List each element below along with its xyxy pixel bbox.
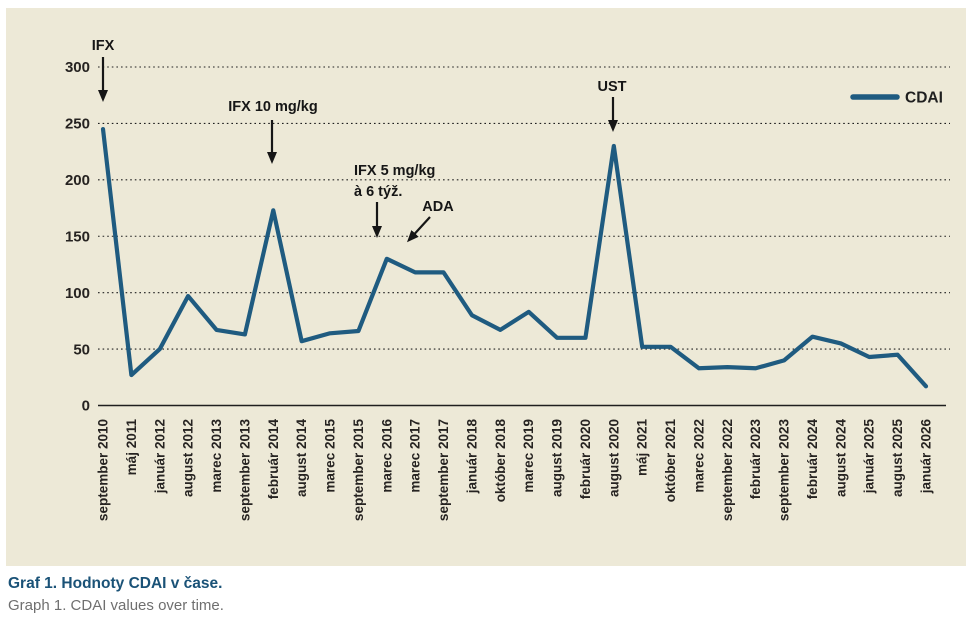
x-axis-label: máj 2021 xyxy=(635,419,650,477)
annotation-arrow xyxy=(406,216,431,243)
annotation-text: UST xyxy=(598,79,627,95)
x-axis-label: marec 2017 xyxy=(408,419,423,493)
x-axis-label: marec 2019 xyxy=(521,419,536,493)
x-axis-label: január 2025 xyxy=(862,419,877,495)
x-axis-label: september 2010 xyxy=(96,419,111,521)
x-axis-label: august 2025 xyxy=(890,419,905,498)
x-axis-label: august 2012 xyxy=(181,419,196,497)
x-axis-label: február 2014 xyxy=(266,419,281,500)
x-axis-label: august 2024 xyxy=(833,419,848,498)
annotation-text: IFX 10 mg/kg xyxy=(228,99,317,115)
axis-layer: 0 50 100 150 200 250 300 september 2010 máj 2011… xyxy=(65,59,946,521)
legend: CDAI xyxy=(850,90,943,107)
cdai-series-line xyxy=(100,126,929,389)
annotation-text: ADA xyxy=(422,199,454,215)
y-axis-label: 0 xyxy=(82,398,90,415)
annotation-text: IFX xyxy=(92,38,115,54)
x-axis-label: september 2013 xyxy=(237,419,252,522)
x-axis-label: september 2017 xyxy=(436,419,451,521)
annotation-text: à 6 týž. xyxy=(354,184,402,200)
x-axis-label: február 2024 xyxy=(805,419,820,500)
x-axis-label: august 2014 xyxy=(294,419,309,498)
caption-title: Graf 1. Hodnoty CDAI v čase. xyxy=(8,575,223,592)
series-layer xyxy=(100,126,929,389)
y-axis-label: 250 xyxy=(65,116,90,133)
x-axis-label: august 2020 xyxy=(606,419,621,497)
x-axis-label: marec 2022 xyxy=(691,419,706,493)
x-axis-label: september 2023 xyxy=(777,419,792,522)
x-axis-label: február 2023 xyxy=(748,419,763,500)
y-axis-label: 200 xyxy=(65,172,90,189)
x-axis-label: január 2026 xyxy=(919,419,934,495)
caption: Graf 1. Hodnoty CDAI v čase. Graph 1. CD… xyxy=(8,574,224,616)
grid-layer xyxy=(98,66,950,350)
y-axis-label: 100 xyxy=(65,285,90,302)
x-axis-label: máj 2011 xyxy=(124,419,139,476)
x-axis-label: marec 2013 xyxy=(209,419,224,493)
annotation-text: IFX 5 mg/kg xyxy=(354,163,435,179)
x-axis-label: marec 2015 xyxy=(323,419,338,493)
x-axis-label: október 2018 xyxy=(493,419,508,503)
x-axis-label: september 2015 xyxy=(351,419,366,522)
x-axis-label: január 2018 xyxy=(464,419,479,495)
x-axis-label: september 2022 xyxy=(720,419,735,521)
x-axis-label: október 2021 xyxy=(663,419,678,503)
x-axis-label: august 2019 xyxy=(550,419,565,497)
annotations-layer: IFX IFX 10 mg/kg IFX 5 mg/kg à 6 týž. ADA UST xyxy=(92,38,627,243)
y-axis-label: 50 xyxy=(73,341,90,358)
x-axis-label: marec 2016 xyxy=(379,419,394,493)
y-axis-label: 300 xyxy=(65,59,90,76)
chart-panel xyxy=(6,8,966,566)
x-axis-label: február 2020 xyxy=(578,419,593,499)
legend-label: CDAI xyxy=(905,90,943,107)
x-axis-label: január 2012 xyxy=(152,419,167,494)
y-axis-label: 150 xyxy=(65,228,90,245)
caption-subtitle: Graph 1. CDAI values over time. xyxy=(8,597,224,614)
